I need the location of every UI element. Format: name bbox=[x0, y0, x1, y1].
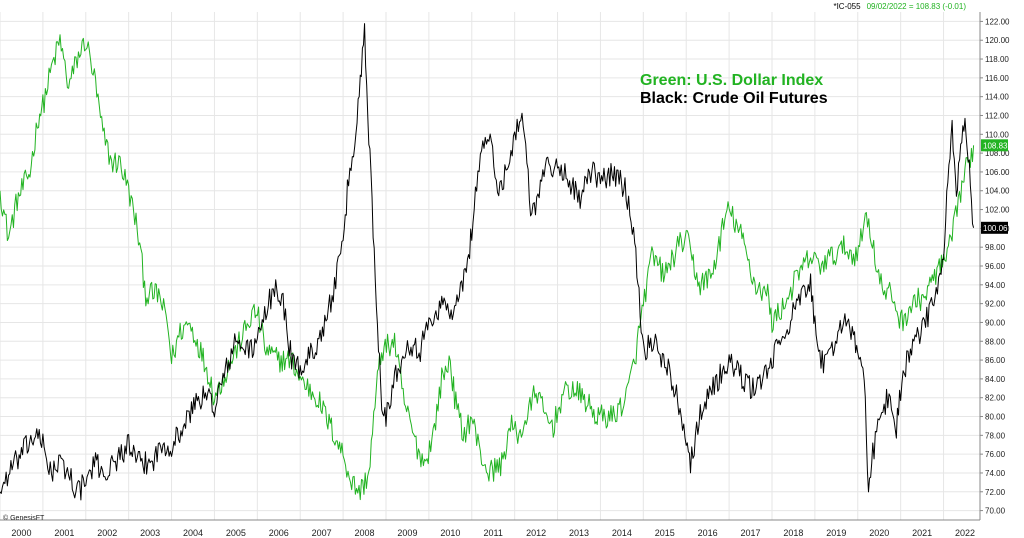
x-tick-label: 2001 bbox=[54, 528, 74, 538]
x-tick-label: 2020 bbox=[869, 528, 889, 538]
last-value-label: 108.83 bbox=[983, 141, 1008, 150]
y-tick-label: 78.00 bbox=[985, 431, 1006, 440]
credit-label: © GenesisFT bbox=[3, 515, 45, 522]
y-tick-label: 114.00 bbox=[985, 93, 1009, 102]
x-tick-label: 2004 bbox=[183, 528, 203, 538]
y-tick-label: 98.00 bbox=[985, 243, 1006, 252]
y-tick-label: 72.00 bbox=[985, 488, 1006, 497]
y-tick-label: 108.00 bbox=[985, 149, 1010, 158]
series-layer bbox=[0, 23, 975, 501]
y-tick-label: 120.00 bbox=[985, 36, 1010, 45]
x-tick-label: 2010 bbox=[440, 528, 460, 538]
x-tick-label: 2006 bbox=[269, 528, 289, 538]
y-tick-label: 110.00 bbox=[985, 130, 1009, 139]
y-tick-label: 86.00 bbox=[985, 356, 1006, 365]
y-tick-label: 76.00 bbox=[985, 450, 1006, 459]
y-tick-label: 84.00 bbox=[985, 375, 1006, 384]
annotation-black: Black: Crude Oil Futures bbox=[640, 90, 828, 107]
y-tick-label: 82.00 bbox=[985, 394, 1006, 403]
series-line-dollar-index bbox=[0, 34, 975, 501]
x-tick-label: 2014 bbox=[612, 528, 632, 538]
x-tick-label: 2017 bbox=[741, 528, 761, 538]
x-tick-label: 2012 bbox=[526, 528, 546, 538]
y-tick-label: 122.00 bbox=[985, 17, 1010, 26]
x-tick-label: 2008 bbox=[355, 528, 375, 538]
last-value-label: 100.06 bbox=[983, 224, 1008, 233]
x-tick-label: 2019 bbox=[826, 528, 846, 538]
y-tick-label: 80.00 bbox=[985, 413, 1006, 422]
series-line-crude-oil bbox=[0, 23, 975, 501]
x-tick-label: 2015 bbox=[655, 528, 675, 538]
x-tick-label: 2018 bbox=[783, 528, 803, 538]
quote-label: 09/02/2022 = 108.83 (-0.01) bbox=[866, 2, 966, 11]
x-axis: 2000 2001 2002 2003 2004 2005 2006 2007 2008 2009… bbox=[0, 519, 980, 538]
chart-header: *IC-055 09/02/2022 = 108.83 (-0.01) bbox=[833, 2, 966, 11]
y-tick-label: 92.00 bbox=[985, 300, 1006, 309]
last-value-tag bbox=[981, 221, 1008, 234]
grid bbox=[0, 12, 980, 520]
x-tick-label: 2022 bbox=[955, 528, 975, 538]
x-tick-label: 2016 bbox=[698, 528, 718, 538]
legend-annotation: Green: U.S. Dollar Index Black: Crude Oi… bbox=[640, 72, 828, 108]
y-tick-label: 70.00 bbox=[985, 507, 1006, 516]
y-tick-label: 116.00 bbox=[985, 74, 1009, 83]
x-tick-label: 2011 bbox=[484, 528, 503, 538]
last-value-tag bbox=[981, 139, 1008, 152]
x-tick-label: 2003 bbox=[140, 528, 160, 538]
x-tick-label: 2009 bbox=[397, 528, 417, 538]
x-tick-label: 2021 bbox=[912, 528, 932, 538]
y-tick-label: 106.00 bbox=[985, 168, 1010, 177]
y-tick-label: 112.00 bbox=[985, 111, 1009, 120]
x-tick-label: 2000 bbox=[11, 528, 31, 538]
y-tick-label: 88.00 bbox=[985, 337, 1006, 346]
y-tick-label: 94.00 bbox=[985, 281, 1006, 290]
last-value-tags: 108.83 100.06 bbox=[981, 139, 1008, 234]
y-tick-label: 102.00 bbox=[985, 206, 1010, 215]
y-tick-label: 104.00 bbox=[985, 187, 1010, 196]
y-axis: 70.00 72.00 74.00 76.00 78.00 80.00 82.00 84.00… bbox=[979, 12, 1010, 520]
x-tick-label: 2002 bbox=[97, 528, 117, 538]
annotation-green: Green: U.S. Dollar Index bbox=[640, 72, 824, 89]
y-tick-label: 118.00 bbox=[985, 55, 1009, 64]
x-tick-label: 2007 bbox=[312, 528, 332, 538]
y-tick-label: 90.00 bbox=[985, 318, 1006, 327]
symbol-label: *IC-055 bbox=[833, 2, 861, 11]
y-tick-label: 96.00 bbox=[985, 262, 1006, 271]
y-tick-label: 74.00 bbox=[985, 469, 1006, 478]
x-tick-label: 2013 bbox=[569, 528, 589, 538]
x-tick-label: 2005 bbox=[226, 528, 246, 538]
